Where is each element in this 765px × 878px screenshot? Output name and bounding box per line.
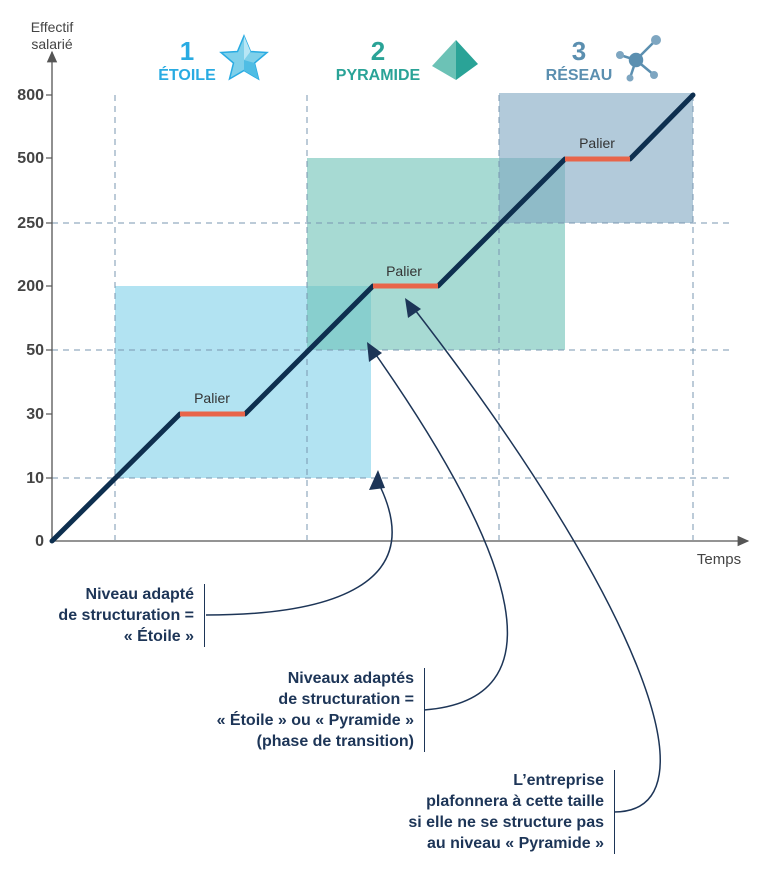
y-tick-800: 800 <box>17 87 44 104</box>
y-tick-500: 500 <box>17 150 44 167</box>
arrowhead-2 <box>367 342 382 362</box>
pyramid-icon <box>432 40 478 80</box>
annotation-arrow-2 <box>373 351 509 711</box>
arrowhead-3 <box>405 298 421 318</box>
stage-3-label: RÉSEAU <box>546 65 613 84</box>
annotation-2-line-4: (phase de transition) <box>256 733 414 750</box>
stage-2-number: 2 <box>371 36 385 66</box>
stage-2-label: PYRAMIDE <box>336 67 421 84</box>
palier-label-1: Palier <box>194 390 230 406</box>
annotation-3-line-4: au niveau « Pyramide » <box>427 835 604 852</box>
y-axis-title-line1: Effectif <box>31 19 74 35</box>
annotation-etoile: Niveau adapté de structuration = « Étoil… <box>58 584 205 647</box>
annotation-3-line-3: si elle ne se structure pas <box>408 814 604 831</box>
palier-label-3: Palier <box>579 135 615 151</box>
annotation-3-line-2: plafonnera à cette taille <box>426 793 604 810</box>
palier-label-2: Palier <box>386 263 422 279</box>
y-tick-marks <box>46 94 52 479</box>
annotation-1-line-2: de structuration = <box>58 607 194 624</box>
annotation-1-line-3: « Étoile » <box>123 628 194 645</box>
arrowhead-1 <box>369 470 385 490</box>
annotation-1-line-1: Niveau adapté <box>85 586 194 603</box>
stage-1-number: 1 <box>180 36 194 66</box>
annotation-arrow-3 <box>411 305 661 813</box>
y-tick-50: 50 <box>26 342 44 359</box>
y-tick-0: 0 <box>35 533 44 550</box>
annotation-2-line-3: « Étoile » ou « Pyramide » <box>216 712 414 729</box>
annotation-3-line-1: L’entreprise <box>513 772 604 789</box>
annotation-plafond: L’entreprise plafonnera à cette taille s… <box>408 770 615 854</box>
stage-1-label: ÉTOILE <box>158 65 216 84</box>
stage-3-number: 3 <box>572 36 586 66</box>
network-icon <box>616 35 661 82</box>
annotation-arrow-1 <box>205 481 393 616</box>
annotation-2-line-2: de structuration = <box>278 691 414 708</box>
y-tick-10: 10 <box>26 470 44 487</box>
y-axis-title-line2: salarié <box>31 36 72 52</box>
y-tick-250: 250 <box>17 215 44 232</box>
annotation-2-line-1: Niveaux adaptés <box>287 670 414 687</box>
y-tick-200: 200 <box>17 278 44 295</box>
x-axis-title: Temps <box>697 551 741 568</box>
annotation-transition: Niveaux adaptés de structuration = « Éto… <box>217 668 425 752</box>
star-icon <box>219 34 269 81</box>
grid-lines <box>52 95 730 540</box>
y-tick-30: 30 <box>26 406 44 423</box>
